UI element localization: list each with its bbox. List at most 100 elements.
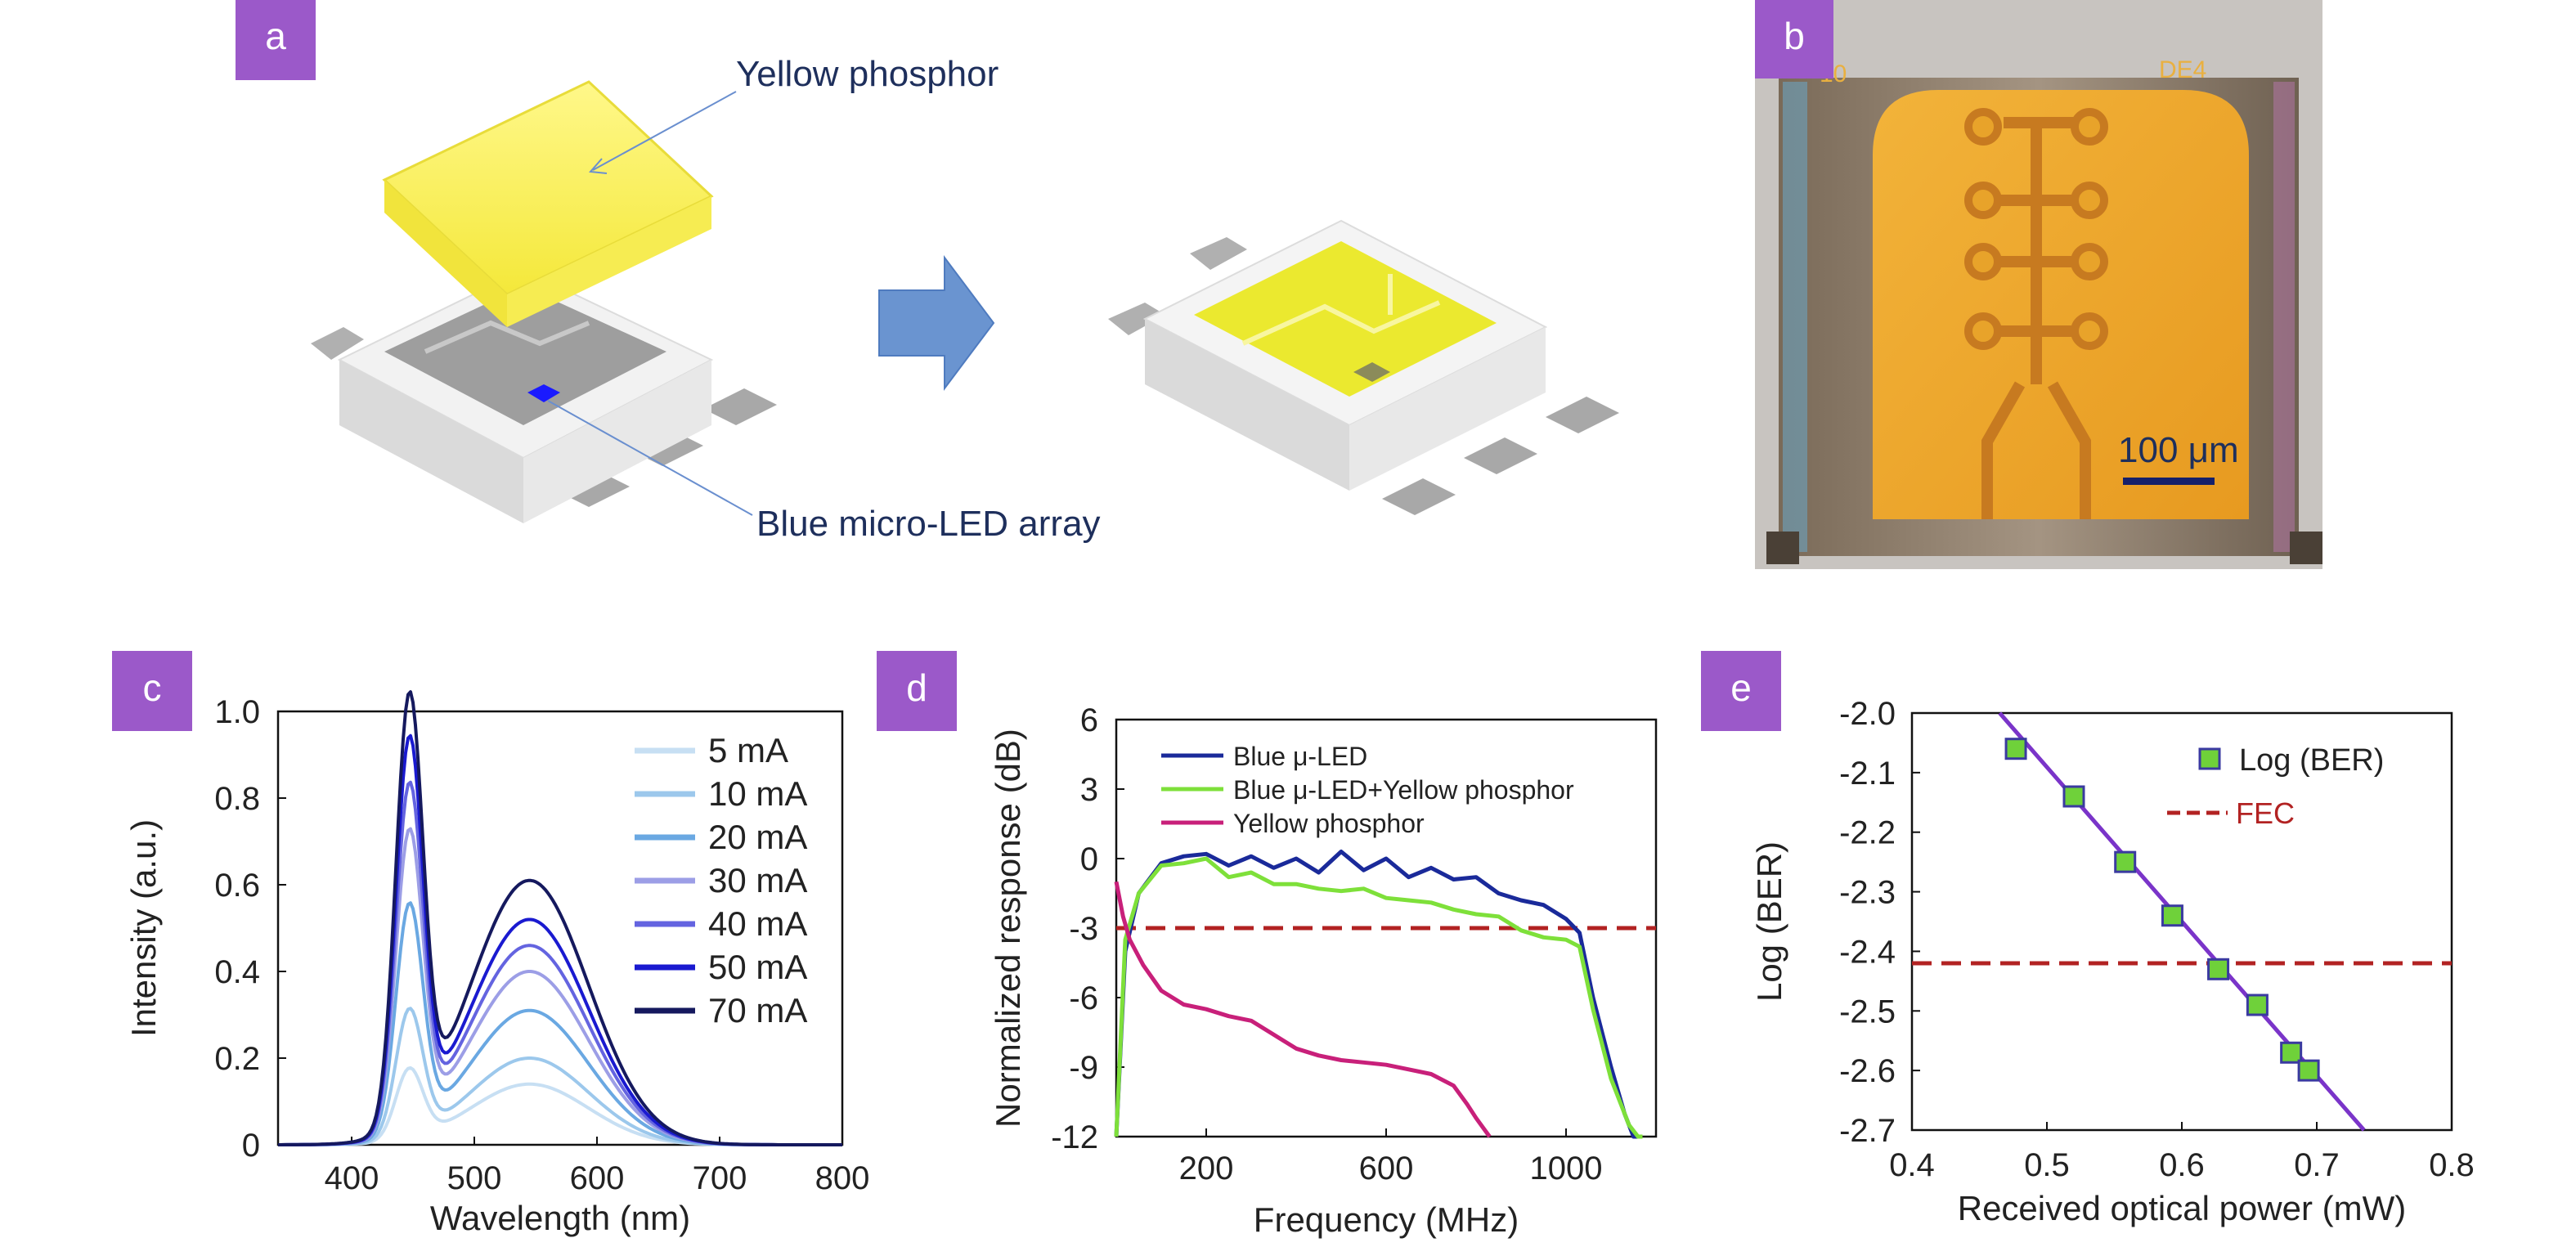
y-tick-label: -2.3 <box>1839 875 1896 911</box>
y-tick-label: 0.8 <box>214 781 260 817</box>
ber-data-point <box>2280 1041 2303 1064</box>
chart-c: 400 500 600 700 800 0 0.2 0.4 0.6 0.8 1.0 Wavelengt… <box>124 690 870 1237</box>
chart-e: 0.4 0.5 0.6 0.7 0.8 -2.0 -2.1 -2.2 -2.3 -2.4 -2.5 -… <box>1750 696 2475 1227</box>
panel-e: e 0.4 0.5 0.6 0.7 0.8 -2.0 -2.1 -2.2 -2.3 -2.4 -2.… <box>1701 651 2475 1227</box>
panel-a: a Yellow phosphor B <box>236 0 1619 544</box>
x-tick-label: 1000 <box>1530 1151 1603 1186</box>
phosphor-callout-line <box>592 91 737 171</box>
panel-a-letter: a <box>265 15 286 57</box>
led-package-exploded <box>311 268 777 523</box>
y-axis-label: Intensity (a.u.) <box>124 819 163 1037</box>
y-tick-label: -12 <box>1051 1119 1098 1155</box>
chip-corner <box>2290 532 2322 564</box>
legend-swatch <box>2198 747 2221 770</box>
legend-label: Yellow phosphor <box>1233 809 1425 838</box>
panel-d-badge <box>877 651 957 731</box>
y-tick-label: -6 <box>1069 980 1098 1016</box>
y-tick-label: 0 <box>242 1128 260 1164</box>
y-tick-label: -2.1 <box>1839 756 1896 792</box>
y-tick-label: 0 <box>1080 841 1098 877</box>
phosphor-right-face <box>507 196 711 327</box>
panel-b-badge <box>1755 0 1833 78</box>
x-tick-label: 0.8 <box>2429 1147 2475 1183</box>
y-axis-label: Log (BER) <box>1750 841 1788 1002</box>
y-tick-label: 3 <box>1080 772 1098 808</box>
legend-label: FEC <box>2236 796 2295 830</box>
panel-e-letter: e <box>1730 666 1752 709</box>
x-tick-label: 600 <box>570 1160 625 1196</box>
legend-label: 40 mA <box>708 904 807 943</box>
ber-data-point <box>2004 738 2027 760</box>
lead <box>1108 303 1165 335</box>
covered-led-chip <box>1353 362 1390 382</box>
ber-data-point <box>2161 904 2183 927</box>
chip-mark-right: DE4 <box>2159 56 2206 83</box>
lead <box>1464 437 1537 474</box>
led-callout-line <box>547 400 753 516</box>
y-tick-label: 0.6 <box>214 868 260 904</box>
led-package-assembled <box>1108 219 1619 515</box>
legend-label: Blue μ-LED+Yellow phosphor <box>1233 775 1574 805</box>
phosphor-left-face <box>384 180 507 327</box>
lead <box>556 470 630 507</box>
x-tick-label: 700 <box>693 1160 747 1196</box>
legend-label: 70 mA <box>708 991 807 1029</box>
panel-b: 10 DE4 100 μm b <box>1755 0 2322 569</box>
lead <box>1546 397 1619 433</box>
x-axis-label: Received optical power (mW) <box>1958 1189 2407 1227</box>
panel-d-letter: d <box>906 666 927 709</box>
yellow-phosphor-label: Yellow phosphor <box>736 54 999 94</box>
lead <box>1190 237 1247 270</box>
response-line-blue-led-yellow-phosphor <box>1114 856 1643 1139</box>
panel-c-badge <box>112 651 192 731</box>
y-tick-label: -2.0 <box>1839 696 1896 732</box>
lead <box>1382 478 1456 515</box>
chip-edge-iridescence <box>1783 82 1807 552</box>
lead <box>311 327 364 360</box>
phosphor-callout-arrowhead <box>588 158 608 174</box>
spectrum-line-5-ma <box>278 1065 842 1146</box>
y-tick-label: -2.4 <box>1839 934 1896 970</box>
response-line-yellow-phosphor <box>1114 881 1492 1138</box>
panel-e-badge <box>1701 651 1781 731</box>
ber-data-point <box>2297 1059 2320 1082</box>
y-tick-label: 1.0 <box>214 694 260 730</box>
package-left-face <box>1145 319 1349 491</box>
chart-d: 200 600 1000 6 3 0 -3 -6 -9 -12 Frequency (MHz) Nor… <box>989 702 1658 1239</box>
legend-label: 30 mA <box>708 861 807 899</box>
x-axis-label: Wavelength (nm) <box>430 1199 690 1237</box>
y-tick-label: -9 <box>1069 1050 1098 1086</box>
x-tick-label: 0.7 <box>2294 1147 2340 1183</box>
panel-b-letter: b <box>1784 15 1805 57</box>
y-tick-label: -2.5 <box>1839 994 1896 1029</box>
x-tick-label: 500 <box>447 1160 502 1196</box>
y-tick-label: -2.7 <box>1839 1113 1896 1149</box>
panel-d: d 200 600 1000 6 3 0 -3 -6 -9 -12 Frequency (MHz) N… <box>877 651 1658 1239</box>
x-tick-label: 0.4 <box>1889 1147 1935 1183</box>
response-line-blue-led <box>1114 850 1640 1139</box>
package-right-face <box>523 360 711 523</box>
lead <box>703 388 777 425</box>
panel-c: c 400 500 600 700 800 0 0.2 0.4 0.6 0.8 1.0 Wavelen… <box>112 651 869 1237</box>
x-tick-label: 600 <box>1359 1151 1414 1186</box>
scale-bar-label: 100 μm <box>2118 430 2239 470</box>
legend-label: 5 mA <box>708 731 788 769</box>
y-axis-label: Normalized response (dB) <box>989 729 1027 1128</box>
y-tick-label: -3 <box>1069 911 1098 947</box>
legend-label: Log (BER) <box>2239 743 2384 778</box>
phosphor-top <box>382 80 714 296</box>
yellow-phosphor-plate <box>382 80 714 327</box>
package-trace <box>424 320 590 354</box>
panel-a-badge <box>236 0 316 80</box>
ber-data-point <box>2246 994 2269 1016</box>
electrode-pads <box>1964 108 2108 350</box>
y-tick-label: 0.2 <box>214 1041 260 1077</box>
chip-corner <box>1766 532 1799 564</box>
x-tick-label: 0.6 <box>2159 1147 2205 1183</box>
x-tick-label: 800 <box>815 1160 870 1196</box>
legend-label: 20 mA <box>708 818 807 856</box>
package-left-face <box>339 360 523 523</box>
package-right-face <box>1349 327 1546 491</box>
y-tick-label: -2.6 <box>1839 1053 1896 1089</box>
